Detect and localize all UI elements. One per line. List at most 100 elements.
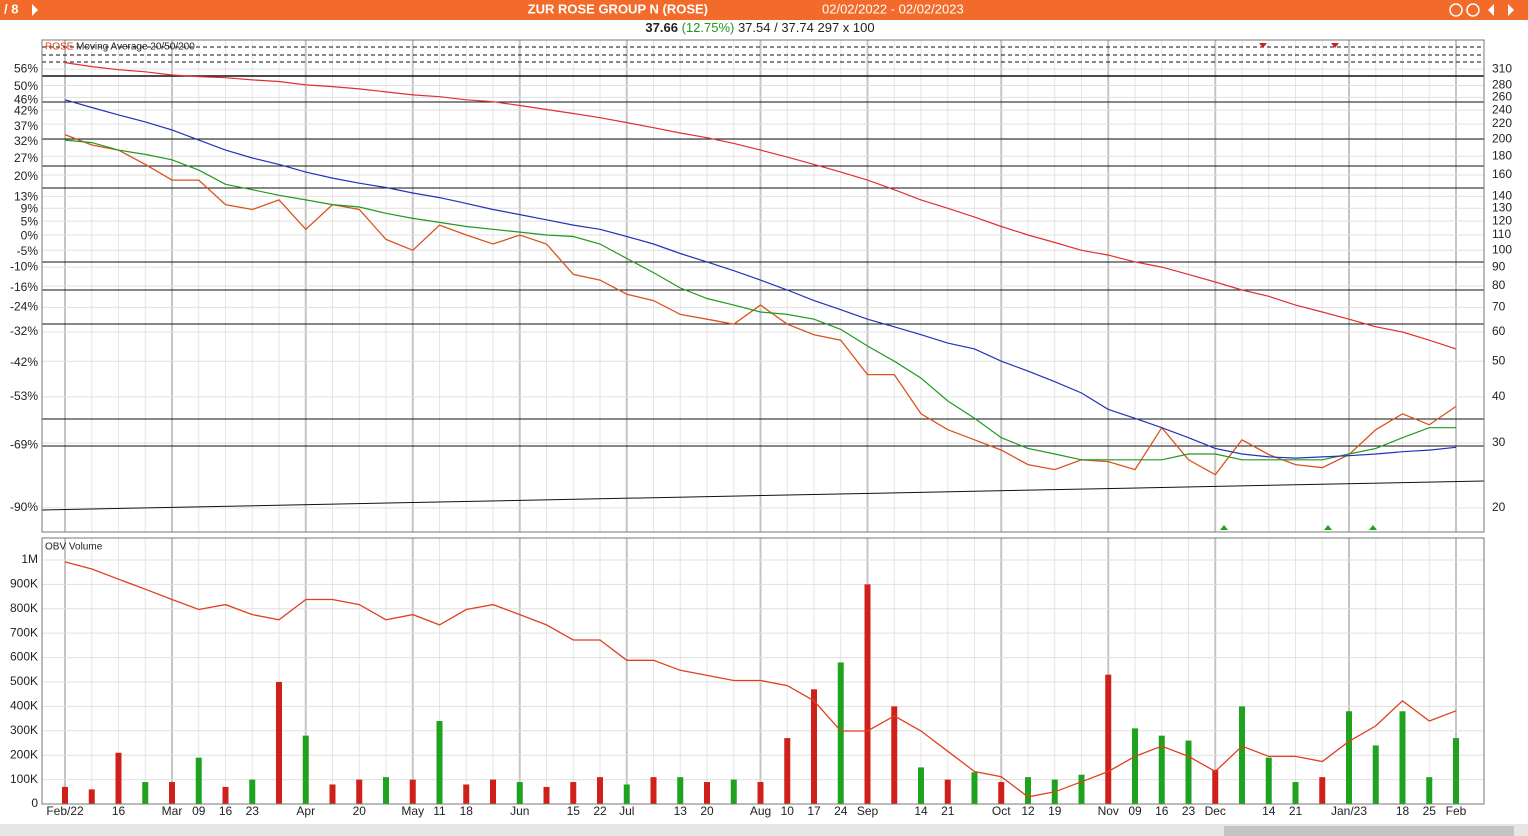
x-tick-label: 18 — [1396, 804, 1410, 818]
y-left-tick-label: 0% — [21, 229, 39, 243]
y-tick-label: 280 — [1492, 78, 1512, 92]
volume-bar — [195, 757, 202, 804]
x-tick-label: 21 — [941, 804, 955, 818]
volume-bar — [1185, 740, 1192, 804]
x-tick-label: 14 — [914, 804, 928, 818]
y-tick-label: 50 — [1492, 353, 1506, 367]
scrollbar[interactable] — [0, 824, 1528, 836]
y-left-tick-label: 20% — [14, 169, 38, 183]
y-left-tick-label: 46% — [14, 93, 38, 107]
volume-bar — [1078, 774, 1085, 804]
change: (12.75%) — [682, 20, 735, 35]
volume-bar — [971, 772, 978, 804]
x-tick-label: 19 — [1048, 804, 1062, 818]
y-left-tick-label: 32% — [14, 134, 38, 148]
volume-bar — [88, 789, 95, 804]
x-tick-label: 15 — [567, 804, 581, 818]
scroll-right[interactable] — [1508, 4, 1514, 16]
moving-average-line — [64, 139, 1456, 461]
drawing-tools — [41, 46, 1485, 511]
y-left-tick-label: -10% — [10, 259, 38, 273]
y-tick-label: 200 — [1492, 131, 1512, 145]
volume-bar — [329, 784, 336, 804]
scroll-left[interactable] — [1488, 4, 1494, 16]
panel-title: OBV Volume — [45, 542, 103, 553]
y-tick-label: 100K — [10, 772, 38, 786]
y-tick-label: 700K — [10, 625, 38, 639]
date-range: 02/02/2022 - 02/02/2023 — [822, 1, 964, 16]
x-tick-label: May — [401, 804, 424, 818]
volume-bar — [811, 689, 817, 804]
x-tick-label: 18 — [460, 804, 474, 818]
page-indicator: / 8 — [4, 1, 18, 16]
y-tick-label: 70 — [1492, 300, 1506, 314]
y-left-tick-label: -32% — [10, 324, 38, 338]
volume-bar — [1239, 706, 1245, 804]
x-tick-label: 22 — [593, 804, 607, 818]
quote-line: 37.66 (12.75%) 37.54 / 37.74 297 x 100 — [645, 20, 874, 35]
grid-layer — [42, 40, 1484, 805]
volume-bar — [650, 777, 657, 804]
chart-title: ZUR ROSE GROUP N (ROSE) — [528, 1, 708, 16]
y-tick-label: 220 — [1492, 116, 1512, 130]
volume-bar — [1132, 728, 1138, 804]
y-left-tick-label: 56% — [14, 61, 38, 75]
volume-bar — [784, 738, 791, 804]
title-bar — [0, 0, 1528, 20]
volume-bar — [1372, 745, 1379, 804]
y-left-tick-label: 9% — [21, 202, 39, 216]
volume-bar — [1105, 674, 1112, 804]
y-tick-label: 40 — [1492, 389, 1506, 403]
y-tick-label: 310 — [1492, 61, 1512, 75]
size: 297 x 100 — [817, 20, 874, 35]
volume-bar — [383, 777, 389, 804]
y-left-tick-label: -90% — [10, 500, 38, 514]
volume-bar — [1265, 757, 1272, 804]
volume-bar — [276, 681, 282, 804]
buy-signal — [1220, 525, 1228, 530]
x-tick-label: Feb/22 — [46, 804, 84, 818]
x-tick-label: 17 — [807, 804, 821, 818]
moving-average-line — [64, 99, 1457, 459]
y-tick-label: 180 — [1492, 148, 1512, 162]
x-tick-label: 16 — [112, 804, 126, 818]
x-tick-label: 09 — [1128, 804, 1142, 818]
y-tick-label: 60 — [1492, 324, 1506, 338]
moving-average-line — [64, 62, 1457, 350]
volume-panel — [41, 537, 1485, 805]
x-tick-label: Jun — [510, 804, 529, 818]
y-tick-label: 80 — [1492, 278, 1506, 292]
x-tick-label: 14 — [1262, 804, 1276, 818]
price-line — [64, 133, 1457, 476]
x-tick-label: Dec — [1205, 804, 1226, 818]
y-left-tick-label: 37% — [14, 119, 38, 133]
x-tick-label: 24 — [834, 804, 848, 818]
y-tick-label: 20 — [1492, 500, 1506, 514]
x-tick-label: 25 — [1423, 804, 1437, 818]
volume-bar — [249, 779, 256, 804]
volume-bar — [757, 782, 764, 804]
volume-bar — [864, 584, 871, 804]
y-tick-label: 200K — [10, 747, 38, 761]
next-button[interactable] — [32, 4, 38, 16]
volume-bar — [704, 782, 710, 804]
buy-signal — [1369, 525, 1377, 530]
zoom-out[interactable] — [1449, 3, 1463, 17]
volume-bar — [677, 777, 684, 804]
y-left-tick-label: -53% — [10, 389, 38, 403]
sell-signal — [1259, 43, 1267, 48]
y-tick-label: 120 — [1492, 213, 1512, 227]
y-tick-label: 900K — [10, 577, 38, 591]
y-tick-label: 240 — [1492, 102, 1512, 116]
y-left-tick-label: 42% — [14, 104, 38, 118]
scrollbar-thumb[interactable] — [1224, 826, 1514, 836]
x-tick-label: 10 — [781, 804, 795, 818]
x-tick-label: 23 — [246, 804, 260, 818]
x-tick-label: 20 — [353, 804, 367, 818]
volume-bar — [463, 784, 470, 804]
zoom-in[interactable] — [1466, 3, 1480, 17]
x-tick-label: Mar — [162, 804, 183, 818]
y-tick-label: 400K — [10, 699, 38, 713]
x-tick-label: 16 — [219, 804, 233, 818]
